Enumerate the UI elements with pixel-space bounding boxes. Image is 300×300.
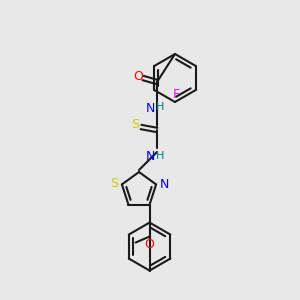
Text: O: O [145, 238, 154, 251]
Text: H: H [156, 102, 164, 112]
Text: S: S [110, 177, 118, 190]
Text: N: N [145, 101, 155, 115]
Text: S: S [131, 118, 139, 131]
Text: N: N [145, 151, 155, 164]
Text: F: F [172, 88, 180, 100]
Text: O: O [133, 70, 143, 83]
Text: N: N [159, 178, 169, 191]
Text: H: H [156, 151, 164, 161]
